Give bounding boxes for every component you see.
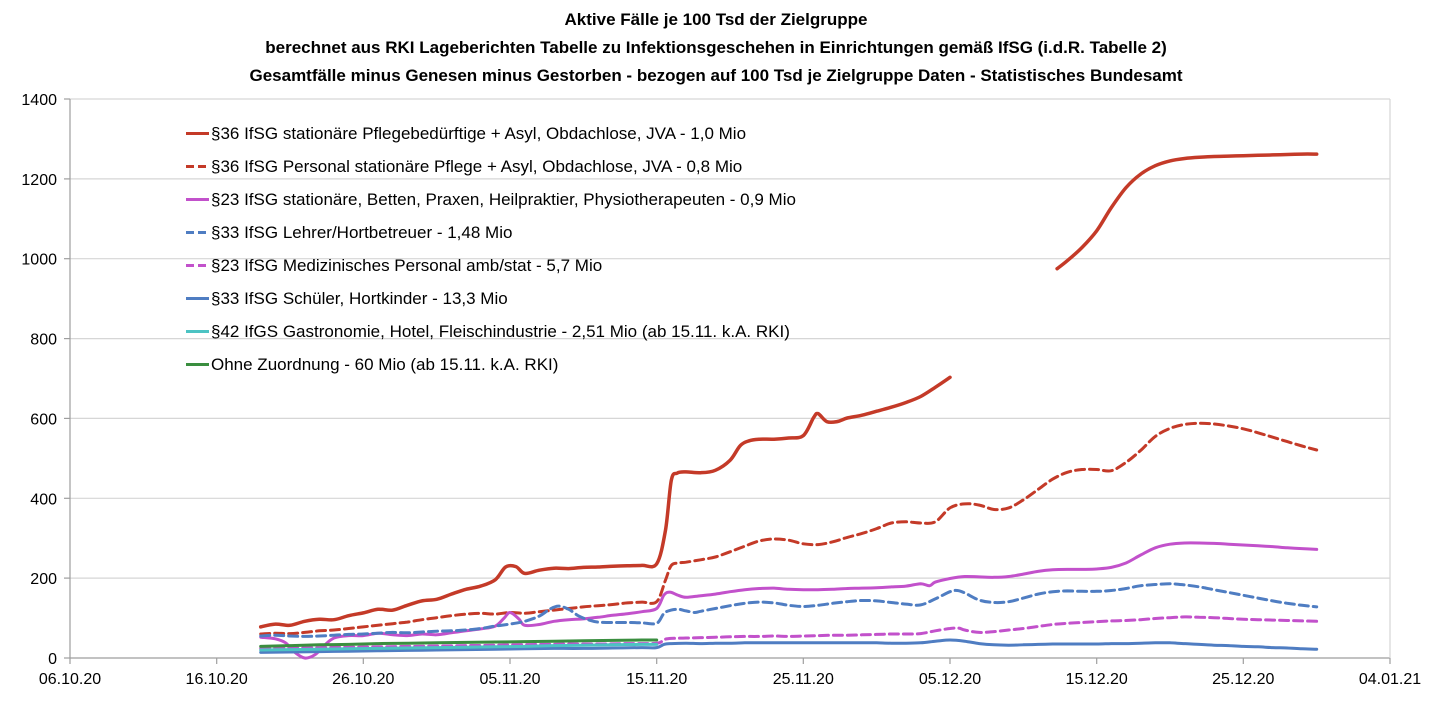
y-tick-label: 1200 bbox=[21, 172, 57, 189]
legend-solid-line-swatch-icon bbox=[186, 330, 209, 333]
y-tick-label: 1400 bbox=[21, 92, 57, 109]
series-line-8 bbox=[259, 638, 659, 648]
x-tick-label: 25.11.20 bbox=[773, 671, 834, 688]
x-tick-label: 25.12.20 bbox=[1212, 671, 1274, 688]
legend-item: §23 IfSG Medizinisches Personal amb/stat… bbox=[186, 249, 796, 282]
chart-title-line1: Aktive Fälle je 100 Tsd der Zielgruppe bbox=[564, 10, 868, 29]
x-tick-label: 05.12.20 bbox=[919, 671, 981, 688]
x-tick-label: 05.11.20 bbox=[479, 671, 540, 688]
legend-label: §23 IfSG Medizinisches Personal amb/stat… bbox=[211, 255, 603, 275]
series-line-5 bbox=[259, 615, 1319, 650]
legend-label: §36 IfSG stationäre Pflegebedürftige + A… bbox=[211, 123, 747, 143]
legend-solid-line-swatch-icon bbox=[186, 198, 209, 201]
series-line-6 bbox=[259, 638, 1319, 654]
legend-item: §23 IfSG stationäre, Betten, Praxen, Hei… bbox=[186, 183, 796, 216]
legend-item: §42 IfGS Gastronomie, Hotel, Fleischindu… bbox=[186, 315, 796, 348]
legend-item: §36 IfSG Personal stationäre Pflege + As… bbox=[186, 150, 796, 183]
legend: §36 IfSG stationäre Pflegebedürftige + A… bbox=[186, 117, 796, 381]
y-tick-label: 400 bbox=[30, 491, 57, 508]
x-tick-label: 15.11.20 bbox=[626, 671, 687, 688]
y-tick-label: 600 bbox=[30, 411, 57, 428]
legend-label: §33 IfSG Schüler, Hortkinder - 13,3 Mio bbox=[211, 288, 508, 308]
legend-item: §33 IfSG Schüler, Hortkinder - 13,3 Mio bbox=[186, 282, 796, 315]
series-line-2 bbox=[259, 421, 1319, 636]
legend-item: Ohne Zuordnung - 60 Mio (ab 15.11. k.A. … bbox=[186, 348, 796, 381]
x-tick-label: 04.01.21 bbox=[1359, 671, 1421, 688]
y-tick-label: 1000 bbox=[21, 252, 57, 269]
y-tick-label: 0 bbox=[48, 651, 57, 668]
legend-label: §23 IfSG stationäre, Betten, Praxen, Hei… bbox=[211, 189, 796, 209]
legend-item: §33 IfSG Lehrer/Hortbetreuer - 1,48 Mio bbox=[186, 216, 796, 249]
y-tick-label: 800 bbox=[30, 332, 57, 349]
legend-label: §36 IfSG Personal stationäre Pflege + As… bbox=[211, 156, 743, 176]
chart-title-line3: Gesamtfälle minus Genesen minus Gestorbe… bbox=[249, 66, 1183, 85]
legend-solid-line-swatch-icon bbox=[186, 363, 209, 366]
series-line-4 bbox=[259, 582, 1319, 638]
legend-dashed-line-swatch-icon bbox=[186, 264, 209, 267]
legend-item: §36 IfSG stationäre Pflegebedürftige + A… bbox=[186, 117, 796, 150]
legend-solid-line-swatch-icon bbox=[186, 132, 209, 135]
series-line-1 bbox=[258, 375, 952, 629]
x-tick-label: 16.10.20 bbox=[186, 671, 248, 688]
series-line-7 bbox=[259, 642, 659, 652]
chart-title: Aktive Fälle je 100 Tsd der Zielgruppe b… bbox=[0, 6, 1432, 90]
legend-label: Ohne Zuordnung - 60 Mio (ab 15.11. k.A. … bbox=[211, 354, 559, 374]
x-tick-label: 06.10.20 bbox=[39, 671, 101, 688]
chart-title-line2: berechnet aus RKI Lageberichten Tabelle … bbox=[265, 38, 1167, 57]
series-line-1 bbox=[1055, 152, 1319, 271]
legend-label: §42 IfGS Gastronomie, Hotel, Fleischindu… bbox=[211, 321, 790, 341]
series-line-3 bbox=[259, 541, 1319, 660]
y-tick-label: 200 bbox=[30, 571, 57, 588]
legend-dashed-line-swatch-icon bbox=[186, 231, 209, 234]
x-tick-label: 15.12.20 bbox=[1066, 671, 1128, 688]
x-tick-label: 26.10.20 bbox=[332, 671, 394, 688]
legend-label: §33 IfSG Lehrer/Hortbetreuer - 1,48 Mio bbox=[211, 222, 513, 242]
legend-solid-line-swatch-icon bbox=[186, 297, 209, 300]
legend-dashed-line-swatch-icon bbox=[186, 165, 209, 168]
